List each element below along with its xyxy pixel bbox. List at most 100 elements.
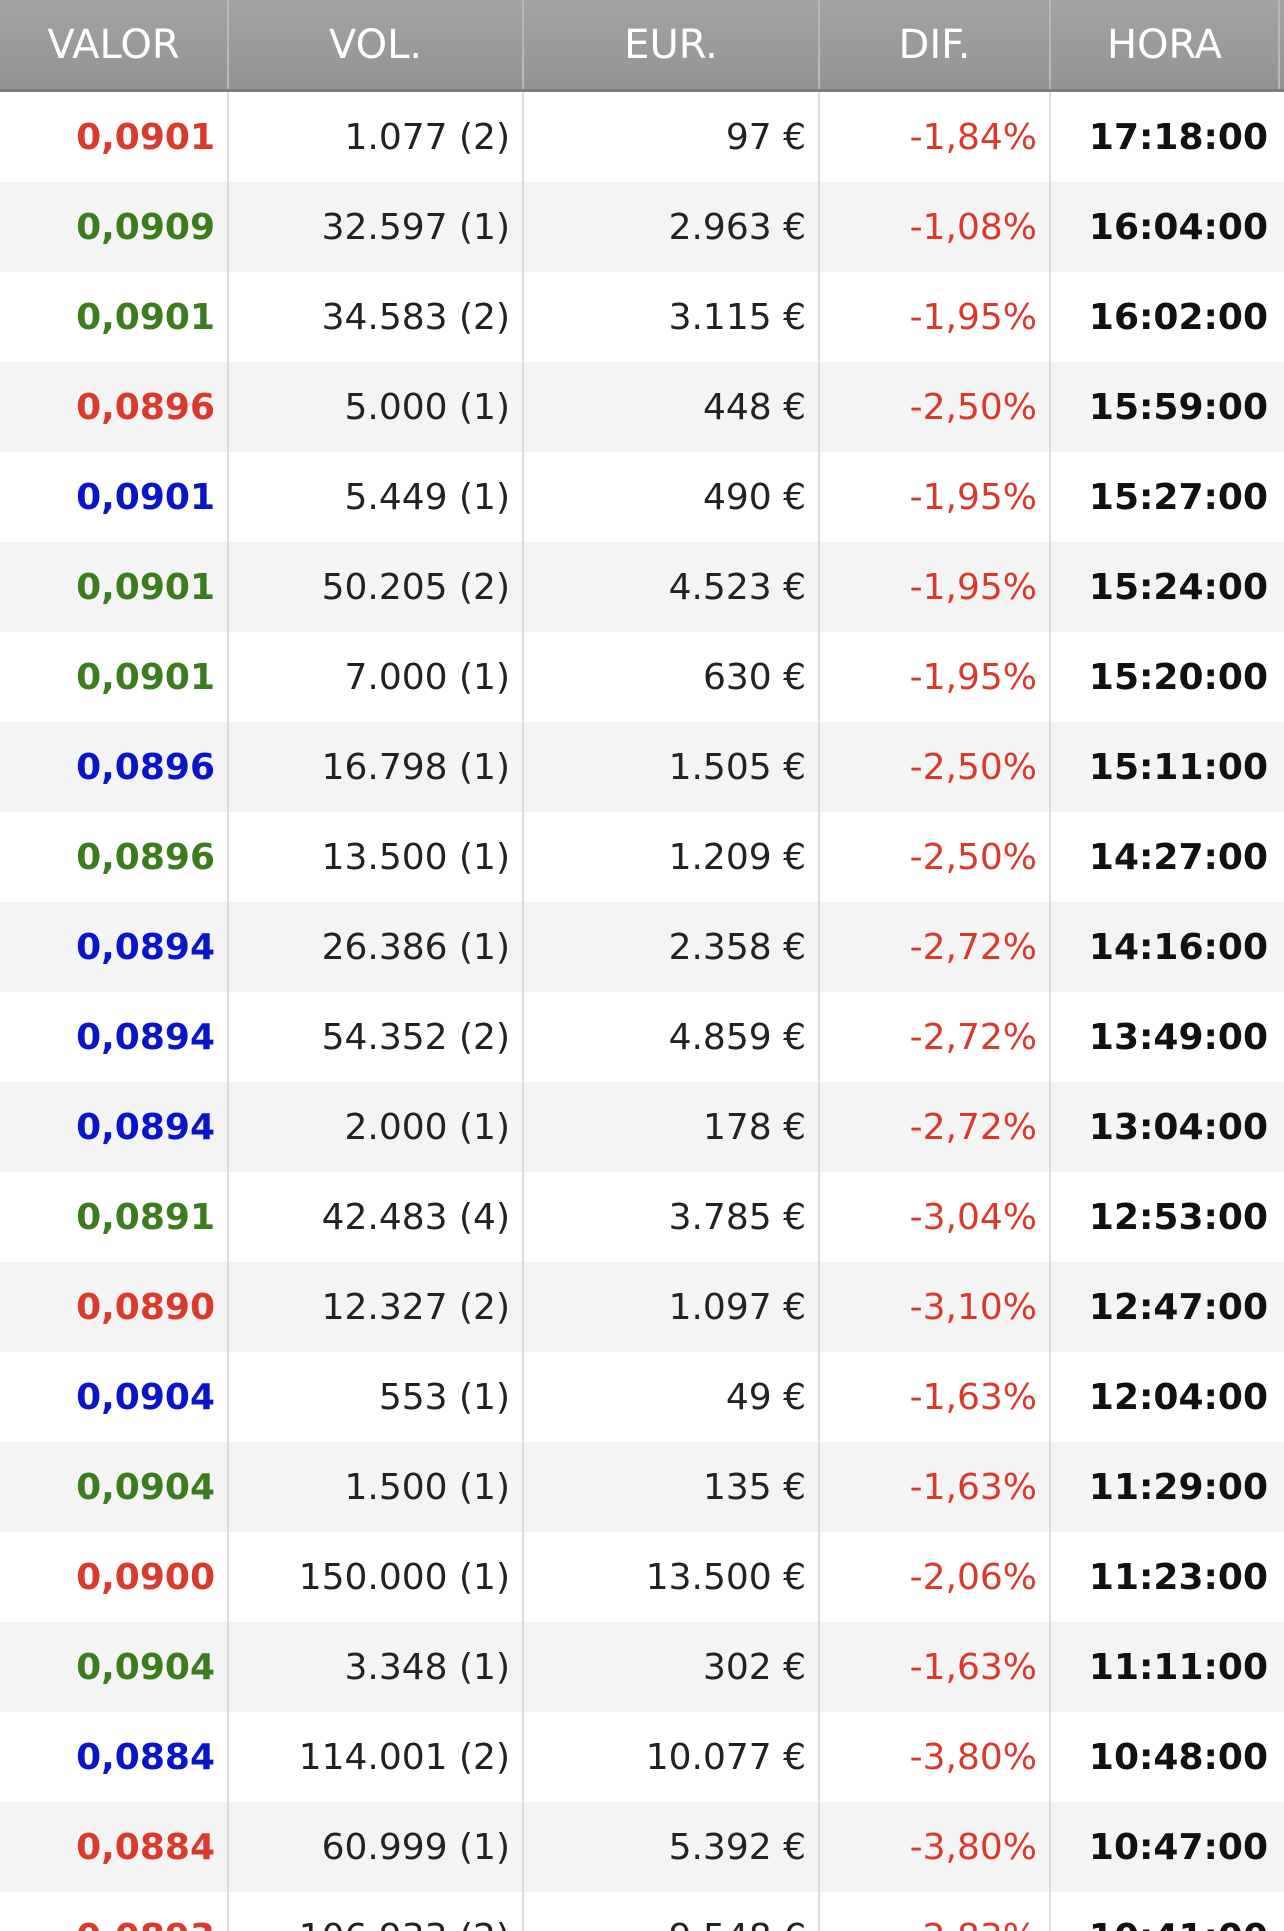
time-cell: 12:04:00	[1088, 1376, 1268, 1418]
header-cell: VOL.	[229, 0, 524, 89]
price-cell: 0,0896	[0, 722, 229, 812]
change-cell: -3,80%	[820, 1802, 1051, 1892]
time-cell: 14:27:00	[1088, 836, 1268, 878]
volume-cell: 50.205 (2)	[229, 542, 524, 632]
amount-cell: 490 €	[524, 452, 820, 542]
volume-cell: 26.386 (1)	[229, 902, 524, 992]
price-cell: 0,0900	[0, 1532, 229, 1622]
price-cell: 0,0884	[0, 1712, 229, 1802]
change-cell: -2,72%	[820, 1082, 1051, 1172]
change-cell: -1,95%	[820, 632, 1051, 722]
table-row: 0,0901 5.449 (1) 490 € -1,95% 15:27:00	[0, 452, 1284, 542]
amount-cell: 1.097 €	[524, 1262, 820, 1352]
volume-cell: 2.000 (1)	[229, 1082, 524, 1172]
table-row: 0,0884 114.001 (2) 10.077 € -3,80% 10:48:00	[0, 1712, 1284, 1802]
time-cell: 11:11:00	[1088, 1646, 1268, 1688]
time-cell: 12:47:00	[1088, 1286, 1268, 1328]
price-cell: 0,0896	[0, 362, 229, 452]
change-cell: -1,84%	[820, 92, 1051, 182]
time-cell: 15:24:00	[1088, 566, 1268, 608]
amount-cell: 3.115 €	[524, 272, 820, 362]
change-cell: -2,50%	[820, 362, 1051, 452]
volume-cell: 54.352 (2)	[229, 992, 524, 1082]
price-cell: 0,0893	[0, 1892, 229, 1931]
price-cell: 0,0896	[0, 812, 229, 902]
price-cell: 0,0909	[0, 182, 229, 272]
price-cell: 0,0901	[0, 542, 229, 632]
table-row: 0,0891 42.483 (4) 3.785 € -3,04% 12:53:00	[0, 1172, 1284, 1262]
amount-cell: 13.500 €	[524, 1532, 820, 1622]
header-cell: VALOR	[0, 0, 229, 89]
change-cell: -1,63%	[820, 1352, 1051, 1442]
header-cell: EUR.	[524, 0, 820, 89]
price-cell: 0,0901	[0, 92, 229, 182]
table-row: 0,0894 2.000 (1) 178 € -2,72% 13:04:00	[0, 1082, 1284, 1172]
volume-cell: 34.583 (2)	[229, 272, 524, 362]
volume-cell: 3.348 (1)	[229, 1622, 524, 1712]
time-cell: 14:16:00	[1088, 926, 1268, 968]
change-cell: -2,72%	[820, 992, 1051, 1082]
price-cell: 0,0904	[0, 1352, 229, 1442]
table-row: 0,0896 5.000 (1) 448 € -2,50% 15:59:00	[0, 362, 1284, 452]
change-cell: -2,50%	[820, 812, 1051, 902]
time-cell: 17:18:00	[1088, 116, 1268, 158]
table-row: 0,0904 1.500 (1) 135 € -1,63% 11:29:00	[0, 1442, 1284, 1532]
volume-cell: 1.500 (1)	[229, 1442, 524, 1532]
change-cell: -2,83%	[820, 1892, 1051, 1931]
table-row: 0,0890 12.327 (2) 1.097 € -3,10% 12:47:00	[0, 1262, 1284, 1352]
volume-cell: 60.999 (1)	[229, 1802, 524, 1892]
volume-cell: 1.077 (2)	[229, 92, 524, 182]
price-cell: 0,0894	[0, 1082, 229, 1172]
volume-cell: 32.597 (1)	[229, 182, 524, 272]
volume-cell: 7.000 (1)	[229, 632, 524, 722]
change-cell: -1,95%	[820, 452, 1051, 542]
amount-cell: 630 €	[524, 632, 820, 722]
price-cell: 0,0904	[0, 1442, 229, 1532]
volume-cell: 5.449 (1)	[229, 452, 524, 542]
time-cell: 11:23:00	[1088, 1556, 1268, 1598]
time-cell: 13:04:00	[1088, 1106, 1268, 1148]
table-row: 0,0904 553 (1) 49 € -1,63% 12:04:00	[0, 1352, 1284, 1442]
amount-cell: 2.358 €	[524, 902, 820, 992]
price-cell: 0,0894	[0, 992, 229, 1082]
amount-cell: 4.859 €	[524, 992, 820, 1082]
time-cell: 11:29:00	[1088, 1466, 1268, 1508]
time-cell: 13:49:00	[1088, 1016, 1268, 1058]
table-header: VALOR VOL. EUR. DIF. HORA	[0, 0, 1284, 92]
amount-cell: 178 €	[524, 1082, 820, 1172]
amount-cell: 5.392 €	[524, 1802, 820, 1892]
table-body: 0,0901 1.077 (2) 97 € -1,84% 17:18:00 0,0909 3…	[0, 92, 1284, 1931]
table-row: 0,0901 34.583 (2) 3.115 € -1,95% 16:02:00	[0, 272, 1284, 362]
time-cell: 10:48:00	[1088, 1736, 1268, 1778]
amount-cell: 9.548 €	[524, 1892, 820, 1931]
table-row: 0,0894 26.386 (1) 2.358 € -2,72% 14:16:00	[0, 902, 1284, 992]
header-cell: DIF.	[820, 0, 1051, 89]
table-row: 0,0893106.933 (2)9.548 €-2,83%10:41:00	[0, 1892, 1284, 1931]
volume-cell: 114.001 (2)	[229, 1712, 524, 1802]
change-cell: -2,72%	[820, 902, 1051, 992]
volume-cell: 42.483 (4)	[229, 1172, 524, 1262]
price-cell: 0,0884	[0, 1802, 229, 1892]
change-cell: -3,04%	[820, 1172, 1051, 1262]
table-row: 0,0896 13.500 (1) 1.209 € -2,50% 14:27:00	[0, 812, 1284, 902]
header-cell: HORA	[1051, 0, 1280, 89]
time-cell: 15:20:00	[1088, 656, 1268, 698]
time-cell: 12:53:00	[1088, 1196, 1268, 1238]
amount-cell: 4.523 €	[524, 542, 820, 632]
volume-cell: 5.000 (1)	[229, 362, 524, 452]
time-cell: 16:02:00	[1088, 296, 1268, 338]
amount-cell: 2.963 €	[524, 182, 820, 272]
table-row: 0,0904 3.348 (1) 302 € -1,63% 11:11:00	[0, 1622, 1284, 1712]
amount-cell: 1.209 €	[524, 812, 820, 902]
change-cell: -3,10%	[820, 1262, 1051, 1352]
change-cell: -1,95%	[820, 542, 1051, 632]
amount-cell: 3.785 €	[524, 1172, 820, 1262]
price-cell: 0,0890	[0, 1262, 229, 1352]
change-cell: -1,63%	[820, 1442, 1051, 1532]
price-cell: 0,0901	[0, 632, 229, 722]
table-row: 0,0901 7.000 (1) 630 € -1,95% 15:20:00	[0, 632, 1284, 722]
amount-cell: 302 €	[524, 1622, 820, 1712]
table-row: 0,0901 1.077 (2) 97 € -1,84% 17:18:00	[0, 92, 1284, 182]
price-cell: 0,0894	[0, 902, 229, 992]
